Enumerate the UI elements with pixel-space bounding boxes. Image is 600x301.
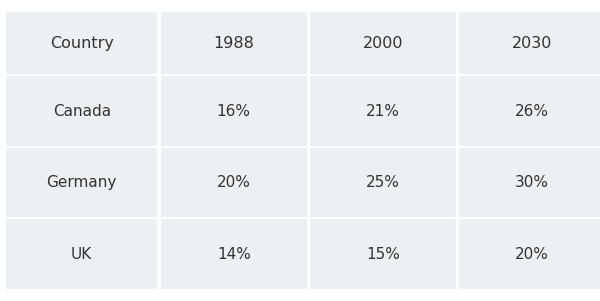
Bar [310,148,455,217]
Bar [6,148,157,217]
Text: 1988: 1988 [214,36,254,51]
Text: 15%: 15% [366,247,400,262]
Bar [459,12,600,74]
Text: 2000: 2000 [362,36,403,51]
Bar [161,148,307,217]
Bar [459,219,600,289]
Text: Country: Country [50,36,113,51]
Bar [161,76,307,146]
Text: 26%: 26% [515,104,549,119]
Text: 20%: 20% [217,175,251,190]
Text: 20%: 20% [515,247,549,262]
Bar [6,76,157,146]
Text: 16%: 16% [217,104,251,119]
Bar [310,12,455,74]
Text: 30%: 30% [515,175,549,190]
Text: 21%: 21% [366,104,400,119]
Bar [161,219,307,289]
Bar [310,219,455,289]
Text: 2030: 2030 [512,36,552,51]
Bar [161,12,307,74]
Bar [6,12,157,74]
Text: Canada: Canada [53,104,111,119]
Text: 25%: 25% [366,175,400,190]
Bar [310,76,455,146]
Text: UK: UK [71,247,92,262]
Text: Germany: Germany [47,175,117,190]
Bar [6,219,157,289]
Text: 14%: 14% [217,247,251,262]
Bar [459,148,600,217]
Bar [459,76,600,146]
